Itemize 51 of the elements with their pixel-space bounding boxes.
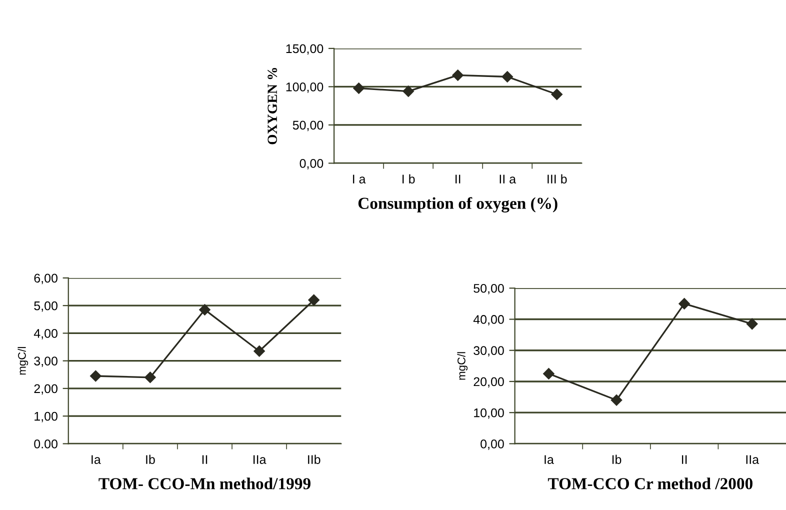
point bbox=[543, 368, 554, 380]
y-tick-label: 0.00 bbox=[34, 440, 58, 448]
point bbox=[551, 88, 562, 100]
y-tick-label: 50,00 bbox=[474, 284, 504, 294]
point bbox=[452, 70, 464, 81]
point bbox=[746, 318, 758, 330]
x-tick-label: Ib bbox=[146, 454, 155, 464]
x-tick-label: Ia bbox=[544, 455, 554, 464]
y-tick-label: 5,00 bbox=[34, 301, 58, 312]
x-tick-label: II a bbox=[500, 174, 516, 184]
y-tick-label: 2,00 bbox=[34, 384, 58, 395]
x-axis-title: TOM- CCO-Mn method/1999 bbox=[98, 478, 310, 490]
point bbox=[199, 304, 210, 316]
point bbox=[144, 372, 156, 384]
y-axis-title: OXYGEN % bbox=[268, 68, 278, 144]
x-tick-label: IIa bbox=[746, 455, 760, 464]
x-tick-label: III b bbox=[548, 174, 567, 184]
y-tick-label: 0,00 bbox=[480, 440, 504, 450]
y-tick-label: 150,00 bbox=[286, 44, 324, 55]
x-axis-title: Consumption of oxygen (%) bbox=[358, 197, 558, 212]
y-tick-label: 10,00 bbox=[474, 408, 504, 419]
y-tick-label: 30,00 bbox=[474, 346, 504, 356]
point bbox=[308, 294, 320, 306]
x-tick-label: IIa bbox=[254, 455, 266, 464]
y-tick-label: 100,00 bbox=[286, 82, 324, 93]
point bbox=[254, 346, 265, 357]
y-tick-label: 6,00 bbox=[34, 274, 58, 284]
point bbox=[678, 298, 690, 310]
x-tick-label: Ib bbox=[612, 454, 622, 464]
y-tick-label: 4,00 bbox=[34, 329, 58, 340]
y-tick-label: 3,00 bbox=[34, 356, 58, 367]
point bbox=[610, 394, 622, 406]
x-tick-label: IIb bbox=[308, 454, 320, 464]
x-tick-label: Ia bbox=[92, 455, 101, 464]
point bbox=[402, 86, 414, 97]
x-tick-label: I a bbox=[353, 174, 366, 184]
y-tick-label: 50,00 bbox=[292, 120, 324, 132]
x-axis-title: TOM-CCO Cr method /2000 bbox=[548, 478, 752, 490]
x-tick-label: I b bbox=[402, 174, 415, 184]
point bbox=[90, 370, 102, 382]
y-tick-label: 0,00 bbox=[300, 159, 324, 170]
x-tick-label: II bbox=[456, 174, 460, 184]
x-tick-label: II bbox=[202, 455, 208, 464]
point bbox=[502, 71, 513, 82]
y-axis-title: mgC/l bbox=[457, 352, 468, 380]
y-tick-label: 40,00 bbox=[473, 315, 504, 326]
point bbox=[353, 82, 364, 94]
y-axis-title: mgC/l bbox=[18, 347, 28, 375]
y-tick-label: 20,00 bbox=[474, 377, 504, 388]
x-tick-label: II bbox=[682, 455, 687, 464]
y-tick-label: 1,00 bbox=[34, 412, 58, 422]
